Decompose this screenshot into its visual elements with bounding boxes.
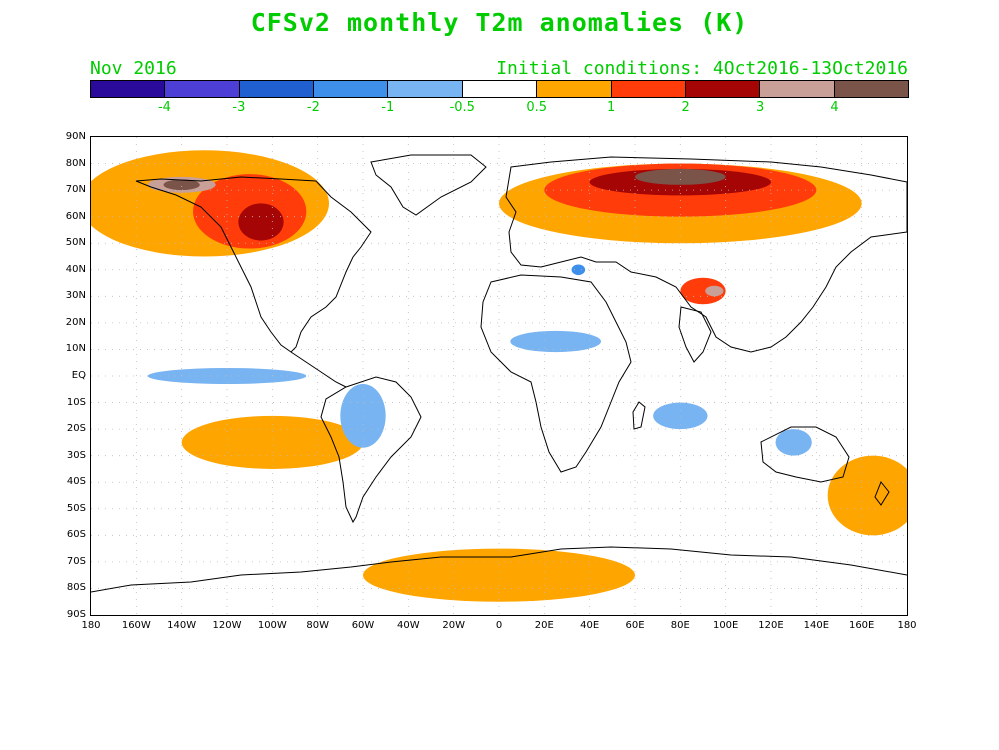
colorbar-label: -2	[306, 100, 320, 115]
anomaly-layer	[91, 150, 907, 602]
longitude-label: 60W	[351, 620, 375, 631]
anomaly-region	[163, 179, 200, 191]
colorbar-label: -0.5	[449, 100, 475, 115]
coastlines	[91, 154, 907, 593]
valid-month: Nov 2016	[90, 58, 177, 79]
latitude-label: 90N	[65, 131, 86, 142]
anomaly-region	[340, 383, 386, 448]
longitude-label: 180	[897, 620, 917, 631]
anomaly-region	[181, 415, 363, 469]
latitude-label: 20S	[66, 423, 86, 435]
longitude-label: 40E	[580, 620, 600, 631]
longitude-label: 80E	[670, 620, 690, 631]
colorbar-box	[611, 81, 686, 97]
anomaly-region	[571, 264, 586, 276]
longitude-label: 180	[81, 620, 101, 631]
coast-south-america	[320, 376, 422, 524]
latitude-label: 70N	[65, 184, 86, 196]
latitude-label: 60S	[66, 529, 86, 541]
longitude-label: 160W	[121, 620, 151, 631]
latitude-label: 20N	[65, 316, 86, 328]
longitude-label: 160E	[848, 620, 875, 631]
colorbar-label: 3	[755, 100, 765, 115]
latitude-label: 80S	[66, 582, 86, 594]
latitude-label: 10N	[65, 343, 86, 355]
anomaly-region	[510, 330, 601, 353]
longitude-label: 0	[495, 620, 503, 631]
colorbar-box	[462, 81, 538, 97]
coast-eurasia	[505, 156, 907, 353]
colorbar-box	[685, 81, 761, 97]
colorbar-box	[834, 81, 908, 97]
colorbar-label: 1	[607, 100, 616, 115]
coast-india	[678, 306, 712, 363]
colorbar-box	[91, 81, 166, 97]
latitude-label: 60N	[65, 210, 86, 222]
map-frame	[90, 136, 908, 616]
latitude-label: 40S	[66, 476, 86, 488]
colorbar-box	[388, 81, 463, 97]
coast-greenland	[370, 154, 487, 216]
longitude-label: 20E	[534, 620, 554, 631]
coast-madagascar	[632, 401, 646, 430]
coast-new-zealand	[874, 481, 890, 506]
anomaly-region	[238, 203, 284, 241]
anomaly-region	[827, 455, 907, 536]
longitude-label: 80W	[306, 620, 329, 631]
colorbar-label: -1	[381, 100, 395, 115]
colorbar-label: 4	[830, 100, 839, 115]
colorbar-labels: -4 -3 -2 -1 -0.5 0.5 1 2 3 4	[90, 100, 909, 118]
coast-africa	[480, 274, 632, 473]
colorbar-box	[239, 81, 315, 97]
colorbar-box	[760, 81, 835, 97]
anomaly-region	[775, 429, 812, 456]
initial-conditions: Initial conditions: 4Oct2016-13Oct2016	[496, 58, 908, 79]
anomaly-region	[635, 168, 726, 185]
longitude-label: 120E	[758, 620, 784, 631]
anomaly-region	[680, 277, 726, 305]
latitude-label: 70S	[66, 555, 86, 567]
anomaly-map	[91, 137, 907, 615]
anomaly-region	[653, 402, 708, 430]
colorbar-label: -4	[157, 100, 171, 115]
latitude-label: 10S	[66, 396, 86, 408]
latitude-label: 50S	[66, 502, 86, 514]
longitude-label: 120W	[212, 620, 242, 631]
colorbar-label: -3	[232, 100, 246, 115]
longitude-label: 140W	[167, 620, 197, 631]
coast-antarctica	[91, 546, 907, 593]
longitude-label: 20W	[442, 620, 465, 631]
coast-australia	[760, 426, 850, 483]
longitude-label: 60E	[625, 620, 645, 631]
longitude-label: 100E	[712, 620, 739, 631]
anomaly-region	[705, 285, 724, 297]
gridlines	[91, 137, 907, 615]
latitude-label: EQ	[71, 370, 86, 381]
latitude-label: 30N	[65, 290, 86, 302]
colorbar-box	[165, 81, 240, 97]
coast-north-america	[135, 176, 372, 353]
longitude-label: 40W	[397, 620, 420, 631]
latitude-label: 40N	[65, 263, 86, 275]
colorbar-box	[537, 81, 612, 97]
colorbar-label: 0.5	[526, 100, 548, 115]
colorbar	[90, 80, 909, 98]
latitude-label: 90S	[66, 609, 86, 620]
colorbar-box	[314, 81, 389, 97]
latitude-label: 80N	[65, 157, 86, 169]
latitude-label: 50N	[65, 237, 86, 249]
map-title: CFSv2 monthly T2m anomalies (K)	[250, 8, 749, 37]
longitude-label: 140E	[803, 620, 830, 631]
longitude-label: 100W	[257, 620, 287, 631]
latitude-label: 30S	[66, 449, 86, 461]
coast-central-america	[290, 351, 347, 388]
colorbar-label: 2	[681, 100, 690, 115]
